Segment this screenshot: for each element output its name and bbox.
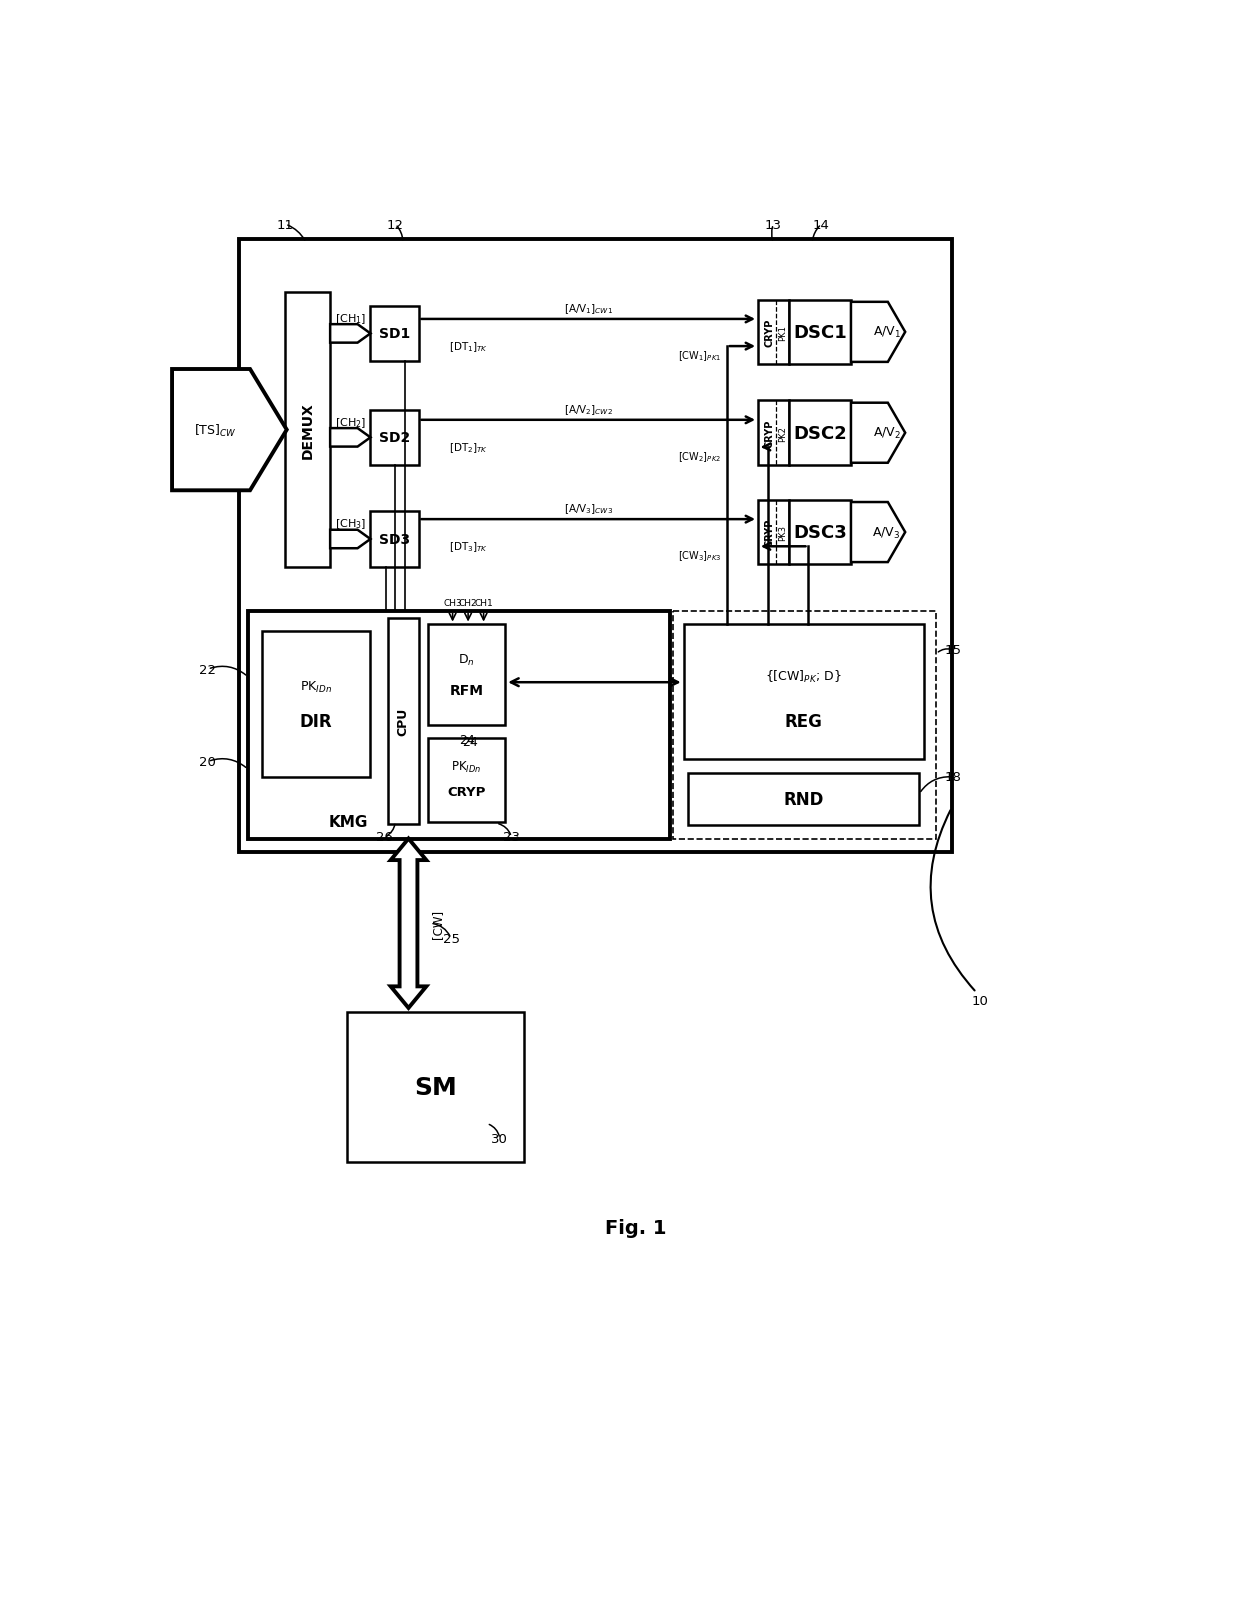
Text: 24: 24 xyxy=(463,735,479,748)
Text: 11: 11 xyxy=(277,218,294,231)
Text: 18: 18 xyxy=(945,770,962,783)
Bar xyxy=(371,307,419,361)
Bar xyxy=(688,774,919,827)
Text: [DT$_2$]$_{TK}$: [DT$_2$]$_{TK}$ xyxy=(449,441,489,454)
Polygon shape xyxy=(330,429,371,448)
Text: SM: SM xyxy=(414,1075,456,1099)
Text: REG: REG xyxy=(785,713,822,730)
Text: RFM: RFM xyxy=(450,684,484,697)
Text: [DT$_3$]$_{TK}$: [DT$_3$]$_{TK}$ xyxy=(449,539,489,554)
Bar xyxy=(789,300,851,364)
Text: [DT$_1$]$_{TK}$: [DT$_1$]$_{TK}$ xyxy=(449,340,489,353)
Text: Fig. 1: Fig. 1 xyxy=(605,1218,666,1237)
Bar xyxy=(672,612,936,839)
Bar xyxy=(683,624,924,759)
Text: 15: 15 xyxy=(945,644,962,656)
Text: SD3: SD3 xyxy=(379,533,410,547)
Text: PK2: PK2 xyxy=(777,425,786,441)
Text: 22: 22 xyxy=(200,663,216,676)
Text: 12: 12 xyxy=(387,218,404,231)
Text: CPU: CPU xyxy=(397,708,409,735)
Text: [CW]: [CW] xyxy=(432,908,444,939)
Polygon shape xyxy=(851,403,905,464)
Bar xyxy=(262,631,371,777)
Bar xyxy=(238,241,952,852)
Text: 14: 14 xyxy=(813,218,830,231)
Text: CRYP: CRYP xyxy=(765,518,775,547)
Bar xyxy=(758,401,789,465)
Bar xyxy=(758,300,789,364)
Text: 25: 25 xyxy=(443,933,460,945)
Text: CRYP: CRYP xyxy=(448,786,486,799)
Text: 20: 20 xyxy=(200,756,216,769)
Bar xyxy=(428,738,506,822)
Text: DIR: DIR xyxy=(300,713,332,730)
Bar xyxy=(789,501,851,565)
Text: A/V$_2$: A/V$_2$ xyxy=(873,425,900,441)
Polygon shape xyxy=(330,324,371,343)
Text: SD1: SD1 xyxy=(379,327,410,342)
Text: [CW$_2$]$_{PK2}$: [CW$_2$]$_{PK2}$ xyxy=(678,449,722,464)
Text: A/V$_3$: A/V$_3$ xyxy=(873,525,900,541)
Polygon shape xyxy=(851,303,905,363)
Text: [CW$_1$]$_{PK1}$: [CW$_1$]$_{PK1}$ xyxy=(678,350,722,363)
Bar xyxy=(428,624,506,725)
Text: DSC2: DSC2 xyxy=(794,424,847,443)
Text: PK$_{IDn}$: PK$_{IDn}$ xyxy=(300,679,332,695)
Text: {[CW]$_{PK}$; D}: {[CW]$_{PK}$; D} xyxy=(765,668,842,684)
Text: PK1: PK1 xyxy=(777,324,786,340)
Text: [CH$_2$]: [CH$_2$] xyxy=(335,416,366,430)
Text: CRYP: CRYP xyxy=(765,419,775,448)
Bar xyxy=(758,501,789,565)
Text: [CH$_3$]: [CH$_3$] xyxy=(335,517,366,531)
Text: 23: 23 xyxy=(503,831,520,844)
Text: 10: 10 xyxy=(972,993,988,1006)
Text: SD2: SD2 xyxy=(379,432,410,445)
Bar xyxy=(371,411,419,465)
Polygon shape xyxy=(851,502,905,563)
Text: [CH$_1$]: [CH$_1$] xyxy=(335,311,366,326)
Bar xyxy=(248,612,671,839)
Text: 30: 30 xyxy=(491,1133,508,1146)
Polygon shape xyxy=(391,839,427,1008)
Bar xyxy=(347,1013,525,1162)
Text: [A/V$_2$]$_{CW2}$: [A/V$_2$]$_{CW2}$ xyxy=(564,403,613,417)
Bar xyxy=(285,292,330,568)
Text: KMG: KMG xyxy=(329,815,368,830)
Text: CH2: CH2 xyxy=(459,599,477,608)
Text: CH3: CH3 xyxy=(443,599,463,608)
Text: [A/V$_1$]$_{CW1}$: [A/V$_1$]$_{CW1}$ xyxy=(564,302,613,316)
Polygon shape xyxy=(172,369,286,491)
Text: 13: 13 xyxy=(765,218,782,231)
Bar xyxy=(371,512,419,567)
Text: PK3: PK3 xyxy=(777,525,786,541)
Text: 24: 24 xyxy=(459,733,475,746)
Bar xyxy=(789,401,851,465)
Text: A/V$_1$: A/V$_1$ xyxy=(873,326,900,340)
Text: DSC3: DSC3 xyxy=(794,523,847,542)
Text: [TS]$_{CW}$: [TS]$_{CW}$ xyxy=(195,422,237,438)
Text: DSC1: DSC1 xyxy=(794,324,847,342)
Text: D$_n$: D$_n$ xyxy=(459,653,475,668)
Text: CH1: CH1 xyxy=(474,599,494,608)
Text: [CW$_3$]$_{PK3}$: [CW$_3$]$_{PK3}$ xyxy=(678,549,722,563)
Text: 26: 26 xyxy=(376,831,393,844)
Text: [A/V$_3$]$_{CW3}$: [A/V$_3$]$_{CW3}$ xyxy=(564,502,613,515)
Text: PK$_{IDn}$: PK$_{IDn}$ xyxy=(451,759,481,775)
Bar xyxy=(387,618,419,825)
Text: RND: RND xyxy=(784,791,823,809)
Text: DEMUX: DEMUX xyxy=(300,401,315,459)
Polygon shape xyxy=(330,530,371,549)
Text: CRYP: CRYP xyxy=(765,318,775,347)
